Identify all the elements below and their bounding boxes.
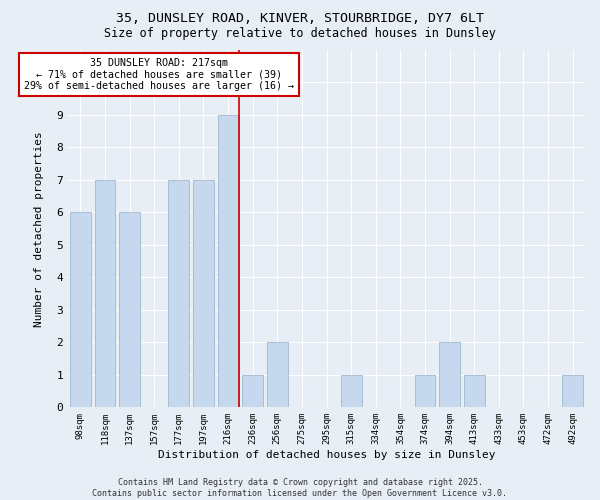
Bar [267,342,288,407]
Bar [169,180,190,408]
Bar [415,375,436,408]
Bar [119,212,140,408]
Bar [464,375,485,408]
Bar [70,212,91,408]
Bar [562,375,583,408]
X-axis label: Distribution of detached houses by size in Dunsley: Distribution of detached houses by size … [158,450,495,460]
Text: Size of property relative to detached houses in Dunsley: Size of property relative to detached ho… [104,28,496,40]
Bar [218,115,239,408]
Text: 35 DUNSLEY ROAD: 217sqm
← 71% of detached houses are smaller (39)
29% of semi-de: 35 DUNSLEY ROAD: 217sqm ← 71% of detache… [24,58,294,92]
Bar [193,180,214,408]
Bar [242,375,263,408]
Text: 35, DUNSLEY ROAD, KINVER, STOURBRIDGE, DY7 6LT: 35, DUNSLEY ROAD, KINVER, STOURBRIDGE, D… [116,12,484,26]
Bar [439,342,460,407]
Bar [341,375,362,408]
Text: Contains HM Land Registry data © Crown copyright and database right 2025.
Contai: Contains HM Land Registry data © Crown c… [92,478,508,498]
Bar [95,180,115,408]
Y-axis label: Number of detached properties: Number of detached properties [34,131,44,326]
